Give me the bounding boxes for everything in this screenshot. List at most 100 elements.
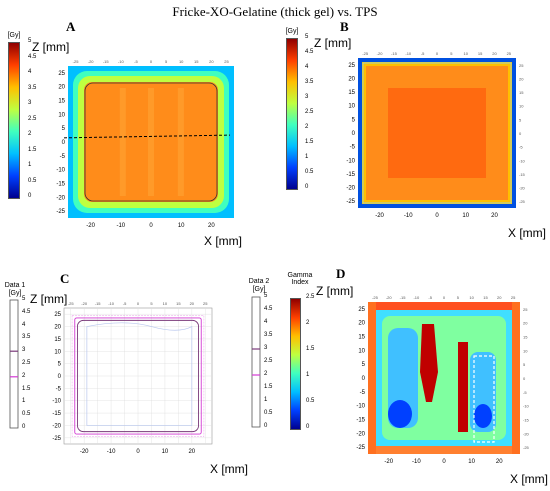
x-tick-label-top: 10	[464, 51, 469, 56]
gamma-min-right	[474, 404, 492, 428]
colorbar-tick-label: 3.5	[264, 332, 273, 338]
z-tick-label-right: -25	[519, 199, 526, 204]
z-tick-label: -10	[52, 399, 61, 405]
z-tick-label: -20	[52, 423, 61, 429]
x-tick-label-top: 5	[165, 59, 168, 64]
colorbar-tick-label: 0	[28, 193, 32, 199]
colorbar-tick-label: 4	[22, 321, 26, 328]
panel-c-data2-colorbar	[251, 296, 261, 428]
z-tick-label: -25	[56, 209, 65, 215]
x-tick-label-top: -20	[386, 295, 393, 300]
x-tick-label: 10	[462, 213, 469, 219]
highlight-box	[473, 355, 495, 443]
x-tick-label-top: 5	[457, 295, 460, 300]
z-tick-label: 15	[58, 99, 65, 105]
panel-b-label: B	[340, 19, 349, 34]
colorbar-tick-label: 2.5	[306, 294, 315, 300]
panel-b-x-axis-label: X [mm]	[508, 226, 546, 240]
panel-a-colorbar-unit: [Gy]	[7, 32, 21, 39]
z-tick-label-right: 5	[519, 117, 522, 122]
x-tick-label-top: 0	[150, 59, 153, 64]
x-tick-label-top: 0	[137, 301, 140, 306]
colorbar-tick-label: 1.5	[264, 384, 273, 390]
x-tick-label: -20	[375, 213, 384, 219]
colorbar-tick-label: 3	[264, 345, 268, 351]
panel-d-colorbar-title: Gamma Index	[287, 272, 313, 286]
z-tick-label: -15	[52, 411, 61, 417]
x-tick-label: -20	[86, 223, 95, 229]
colorbar-frame	[9, 299, 19, 429]
z-tick-label-right: 20	[523, 321, 528, 326]
colorbar-tick-label: 4.5	[22, 308, 31, 315]
colorbar-tick-label: 5	[28, 38, 32, 44]
colorbar-tick-label: 0	[264, 423, 268, 429]
x-tick-label: 0	[442, 459, 446, 465]
colorbar-tick-label: 3	[22, 347, 26, 354]
x-tick-label: -10	[412, 459, 421, 465]
x-tick-label: 20	[491, 213, 498, 219]
x-tick-label: 10	[468, 459, 475, 465]
z-tick-label: 10	[54, 349, 61, 355]
x-tick-label-top: -5	[428, 295, 432, 300]
colorbar-tick-label: 2.5	[305, 109, 314, 115]
x-tick-label-top: 25	[203, 301, 208, 306]
colorbar-tick-label: 4.5	[264, 306, 273, 312]
colorbar-tick-label: 3.5	[305, 79, 314, 85]
panel-a-dose-map: 25 20 15 10 5 0 -5 -10 -15 -20 -25 -20 -10 0 10 20 -25 -2…	[56, 59, 234, 229]
colorbar-tick-label: 5	[305, 34, 309, 40]
x-tick-label-top: 10	[469, 295, 474, 300]
panel-b-z-axis-label: Z [mm]	[314, 36, 352, 50]
z-tick-label-right: -15	[519, 172, 526, 177]
x-tick-label: -20	[384, 459, 393, 465]
x-tick-label-top: -25	[372, 295, 379, 300]
z-tick-label: -10	[356, 404, 365, 410]
z-tick-label: 20	[54, 325, 61, 331]
figure-title: Fricke-XO-Gelatine (thick gel) vs. TPS	[172, 4, 378, 19]
colorbar-tick-label: 4	[28, 69, 32, 75]
gamma-edge-bottom	[368, 446, 520, 454]
panel-d-x-axis-label: X [mm]	[510, 472, 548, 486]
panel-a-z-axis-label: Z [mm]	[32, 40, 70, 54]
z-tick-label: -5	[60, 154, 66, 160]
z-tick-label: 20	[358, 321, 365, 327]
x-tick-label-top: -15	[391, 51, 398, 56]
colorbar-tick-label: 1	[305, 154, 309, 160]
x-tick-label-top: -10	[405, 51, 412, 56]
panel-c-data1-unit: [Gy]	[8, 290, 22, 297]
z-tick-label: 10	[358, 348, 365, 354]
colorbar-tick-label: 1.5	[22, 385, 31, 392]
x-tick-label-top: 10	[179, 59, 184, 64]
z-tick-label: -25	[356, 445, 365, 451]
panel-c-label: C	[60, 271, 70, 286]
colorbar-tick-label: 5	[22, 296, 26, 302]
x-tick-label-top: 20	[497, 295, 502, 300]
x-tick-label: -10	[116, 223, 125, 229]
colorbar-tick-label: 1.5	[305, 139, 314, 145]
x-tick-label: 20	[188, 449, 195, 455]
z-tick-label: 25	[348, 63, 355, 69]
panel-c-data1-colorbar	[9, 299, 19, 429]
colorbar-tick-label: 3	[28, 100, 32, 106]
panel-a-x-axis-label: X [mm]	[204, 234, 242, 248]
x-tick-label: 0	[136, 449, 140, 455]
colorbar-tick-label: 2	[306, 320, 310, 326]
dose-stripe	[177, 88, 184, 196]
x-tick-label-top: 0	[436, 51, 439, 56]
z-tick-label: -25	[52, 436, 61, 442]
colorbar-tick-label: 3	[305, 94, 309, 100]
x-tick-label-top: 25	[224, 59, 229, 64]
panel-c-data2-title: Data 2	[248, 278, 270, 285]
z-tick-label: 0	[352, 131, 356, 137]
z-tick-label: 10	[348, 104, 355, 110]
x-tick-label-top: -25	[362, 51, 369, 56]
colorbar-tick-label: 2.5	[264, 358, 273, 364]
x-tick-label-top: 20	[492, 51, 497, 56]
gamma-max-right	[458, 342, 468, 432]
x-tick-label-top: -25	[73, 59, 80, 64]
x-tick-label-top: 15	[483, 295, 488, 300]
z-tick-label: 0	[362, 376, 366, 382]
x-tick-label-top: 15	[194, 59, 199, 64]
z-tick-label-right: 5	[523, 362, 526, 367]
x-tick-label-top: -15	[400, 295, 407, 300]
x-tick-label-top: 10	[163, 301, 168, 306]
